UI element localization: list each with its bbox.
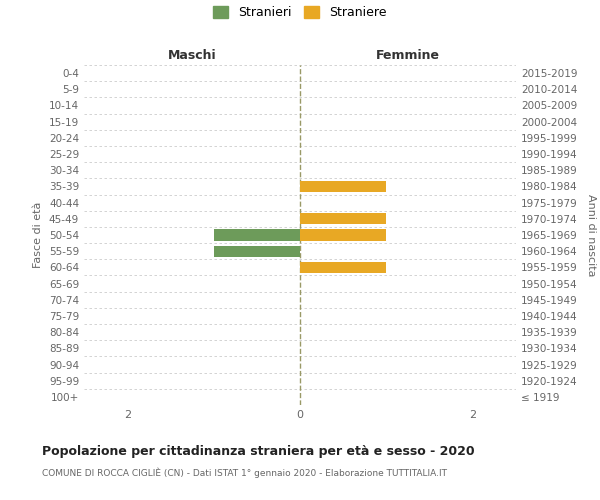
Y-axis label: Anni di nascita: Anni di nascita (586, 194, 596, 276)
Legend: Stranieri, Straniere: Stranieri, Straniere (213, 6, 387, 19)
Bar (300, 181, 386, 192)
Bar (214, 246, 300, 257)
Bar (300, 230, 386, 240)
Text: Femmine: Femmine (376, 48, 440, 62)
Text: Popolazione per cittadinanza straniera per età e sesso - 2020: Popolazione per cittadinanza straniera p… (42, 445, 475, 458)
Bar (214, 230, 300, 240)
Y-axis label: Fasce di età: Fasce di età (34, 202, 43, 268)
Bar (300, 213, 386, 224)
Bar (300, 262, 386, 273)
Text: Maschi: Maschi (167, 48, 217, 62)
Text: COMUNE DI ROCCA CIGLIÈ (CN) - Dati ISTAT 1° gennaio 2020 - Elaborazione TUTTITAL: COMUNE DI ROCCA CIGLIÈ (CN) - Dati ISTAT… (42, 468, 447, 478)
